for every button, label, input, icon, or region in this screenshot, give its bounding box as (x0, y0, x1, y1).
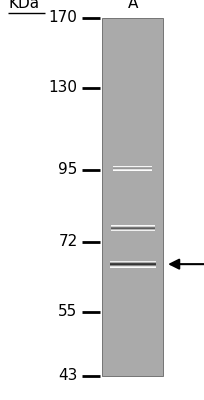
Text: 55: 55 (58, 304, 78, 319)
Text: KDa: KDa (8, 0, 39, 11)
Text: 170: 170 (49, 10, 78, 26)
Text: 43: 43 (58, 368, 78, 384)
Text: 130: 130 (49, 80, 78, 95)
Text: 95: 95 (58, 162, 78, 177)
Text: 72: 72 (58, 234, 78, 249)
Bar (102, 18, 163, 376)
Text: A: A (128, 0, 138, 11)
